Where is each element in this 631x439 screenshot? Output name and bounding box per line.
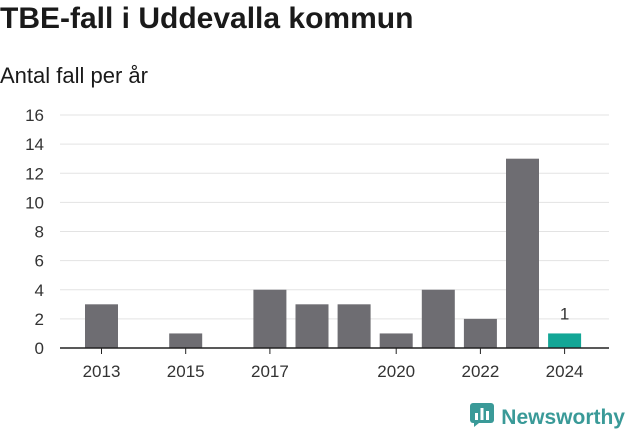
bar: [548, 333, 582, 348]
y-tick-label: 0: [35, 339, 44, 358]
y-tick-label: 8: [35, 223, 44, 242]
bar: [169, 333, 203, 348]
x-tick-label: 2024: [546, 362, 584, 381]
x-tick-label: 2017: [251, 362, 289, 381]
newsworthy-logo-icon: [469, 402, 495, 433]
chart-title: TBE-fall i Uddevalla kommun: [0, 2, 414, 35]
bar: [463, 318, 497, 348]
bar: [85, 304, 118, 348]
newsworthy-brand[interactable]: Newsworthy: [469, 402, 625, 433]
bar: [506, 158, 539, 348]
bar: [337, 304, 371, 348]
y-tick-label: 16: [25, 106, 44, 125]
bar: [379, 333, 413, 348]
bar: [295, 304, 329, 348]
y-tick-label: 10: [25, 193, 44, 212]
x-tick-label: 2015: [167, 362, 205, 381]
y-tick-label: 12: [25, 164, 44, 183]
bar: [421, 289, 455, 348]
y-tick-label: 6: [35, 252, 44, 271]
y-tick-label: 14: [25, 135, 44, 154]
brand-name: Newsworthy: [501, 405, 625, 429]
chart-subtitle: Antal fall per år: [0, 63, 148, 88]
y-tick-label: 2: [35, 310, 44, 329]
y-tick-label: 4: [35, 281, 44, 300]
x-tick-label: 2022: [461, 362, 499, 381]
bar-chart: 0 2 4 6 8 10 12 14 16 2013 2015 2017 2020 2022 2024 1: [25, 106, 609, 381]
bar: [253, 289, 287, 348]
x-tick-label: 2020: [377, 362, 415, 381]
x-tick-label: 2013: [83, 362, 121, 381]
data-label: 1: [560, 304, 569, 323]
